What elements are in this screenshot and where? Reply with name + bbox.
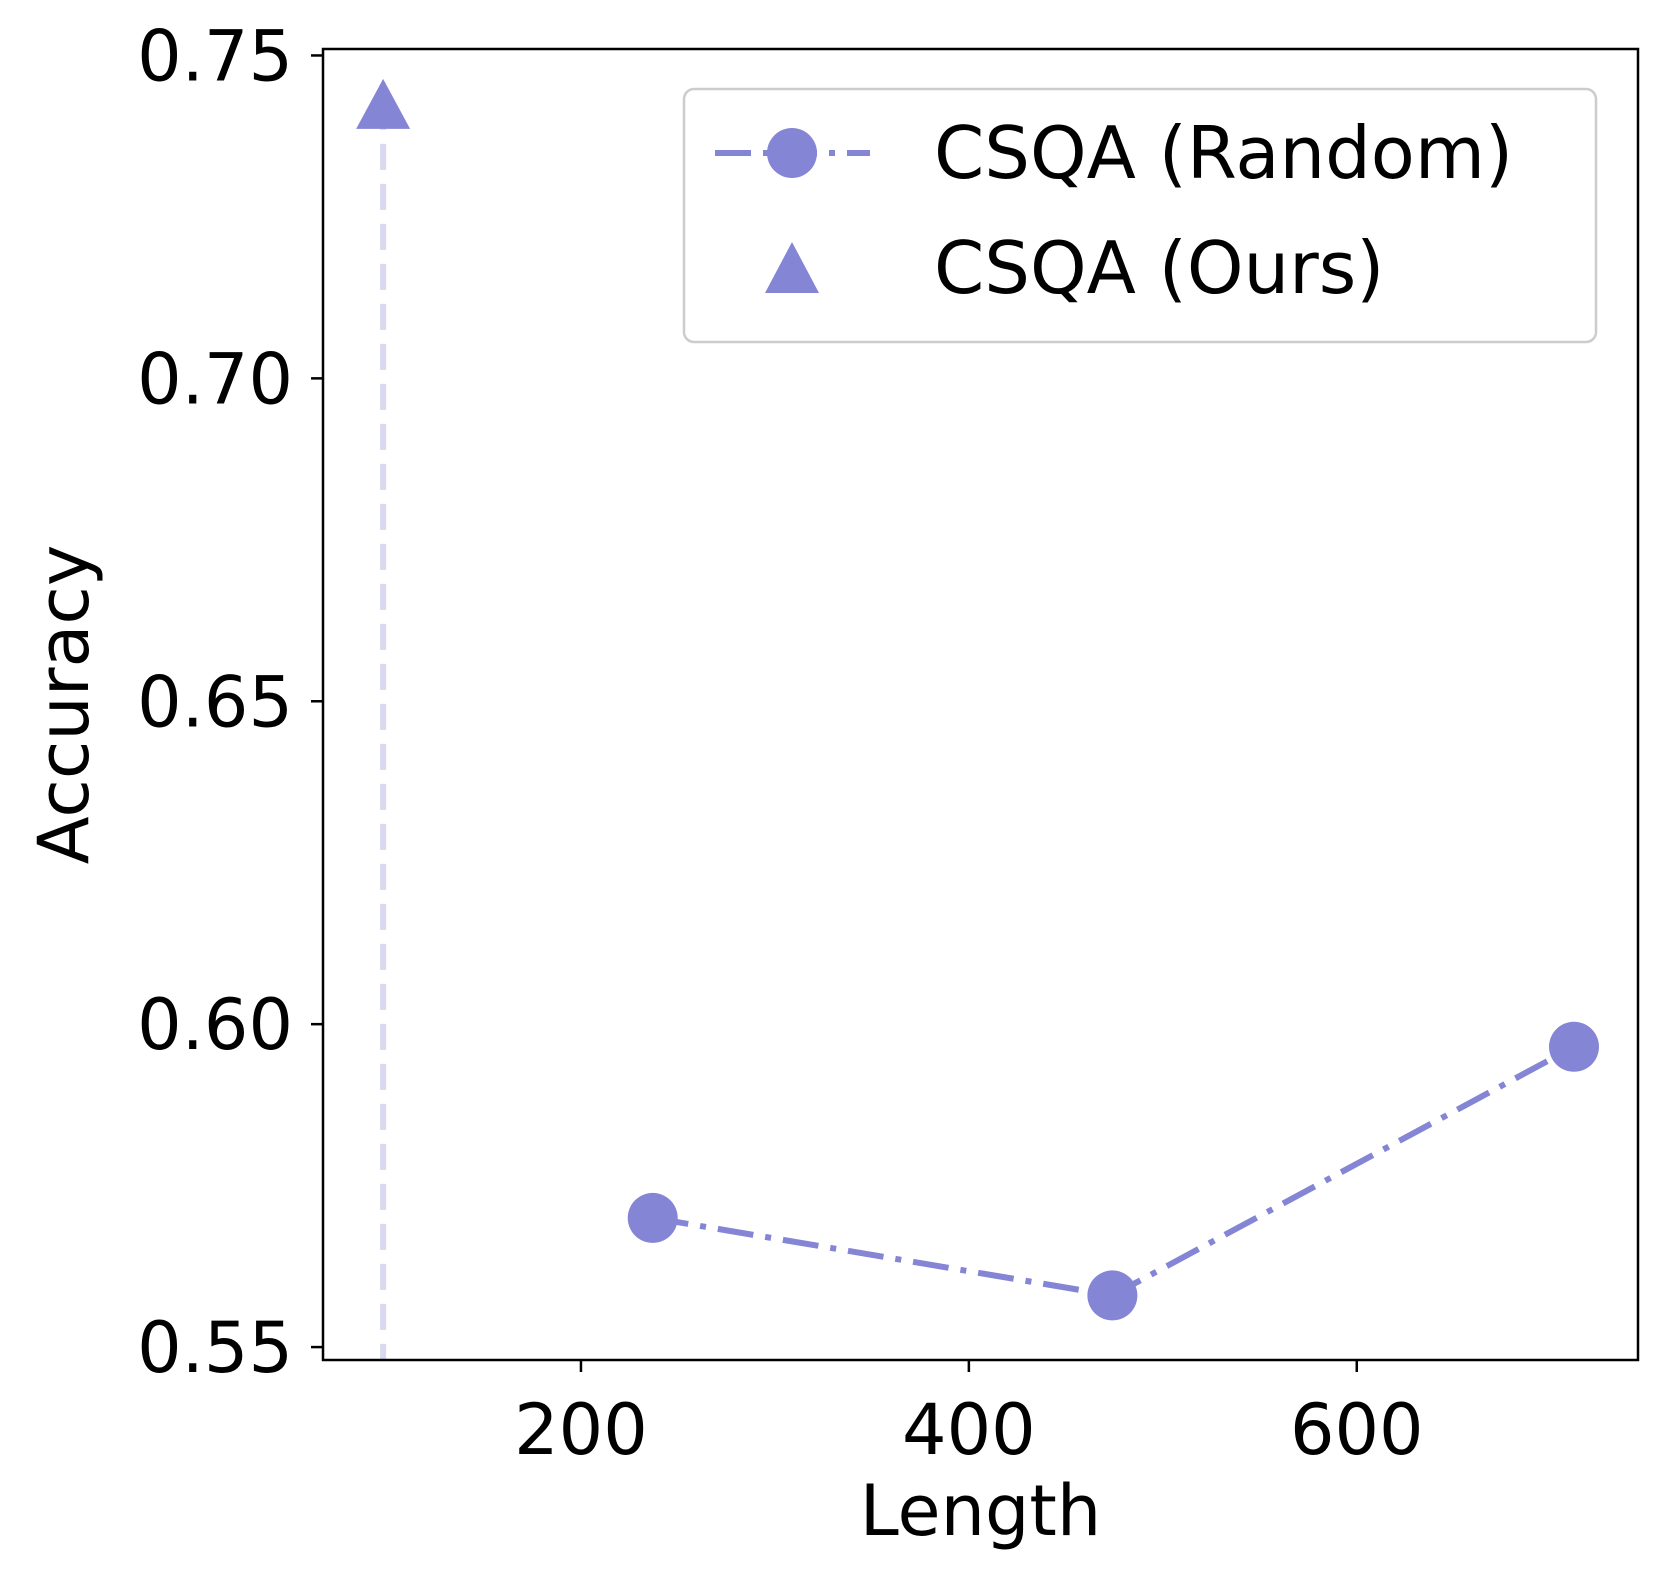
legend-label-random: CSQA (Random) — [934, 111, 1513, 195]
data-point-random-1 — [1087, 1270, 1138, 1321]
x-tick-label: 200 — [514, 1389, 648, 1471]
x-tick-label: 600 — [1290, 1389, 1424, 1471]
legend-marker-triangle — [765, 242, 819, 293]
y-tick-label: 0.65 — [137, 661, 293, 743]
legend-label-ours: CSQA (Ours) — [934, 226, 1384, 310]
legend-entry-ours: CSQA (Ours) — [765, 226, 1384, 310]
data-point-ours-0 — [356, 78, 411, 129]
data-point-random-2 — [1548, 1021, 1599, 1072]
legend-box — [682, 87, 1598, 344]
x-axis-title: Length — [860, 1470, 1101, 1552]
x-tick-label: 400 — [902, 1389, 1036, 1471]
legend-entry-random: CSQA (Random) — [715, 111, 1513, 195]
legend-marker-circle — [767, 128, 817, 178]
x-axis-ticks: 200 400 600 — [514, 1360, 1424, 1471]
plot-frame — [321, 47, 1640, 1362]
y-tick-label: 0.75 — [137, 15, 293, 97]
y-tick-label: 0.70 — [137, 338, 293, 420]
y-tick-label: 0.55 — [137, 1307, 293, 1389]
data-point-random-0 — [627, 1192, 678, 1243]
series-markers-layer — [356, 78, 1599, 1321]
legend: CSQA (Random) CSQA (Ours) — [682, 87, 1598, 344]
y-axis-ticks: 0.55 0.60 0.65 0.70 0.75 — [137, 15, 323, 1389]
y-tick-label: 0.60 — [137, 984, 293, 1066]
y-axis-title: Accuracy — [23, 545, 105, 865]
